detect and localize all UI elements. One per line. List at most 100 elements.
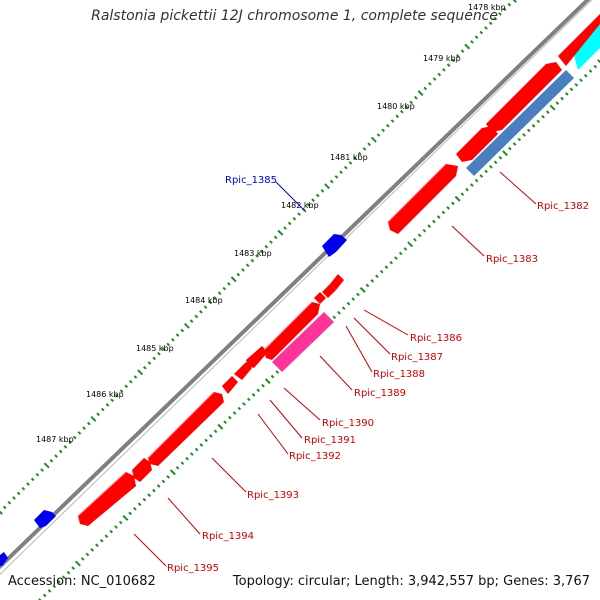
- tick-mark: [479, 174, 484, 178]
- tick-mark: [166, 342, 171, 347]
- gene-label[interactable]: Rpic_1388: [373, 369, 425, 380]
- tick-mark: [232, 411, 237, 415]
- tick-mark: [40, 468, 44, 472]
- gene-label[interactable]: Rpic_1394: [202, 531, 254, 542]
- tick-mark: [432, 77, 437, 81]
- gene-arrow-rpic-1383[interactable]: [388, 164, 458, 234]
- gene-block-pink[interactable]: [272, 312, 334, 372]
- tick-mark: [588, 69, 593, 73]
- label-leaders: [133, 171, 537, 567]
- gene-label[interactable]: Rpic_1391: [304, 435, 356, 446]
- gene-arrow-rpic-1386[interactable]: [330, 274, 344, 290]
- tick-mark: [250, 258, 255, 263]
- tick-mark: [441, 210, 446, 215]
- gene-highlight: [263, 301, 313, 351]
- tick-mark: [77, 431, 82, 435]
- gene-arrow-rpic-1394[interactable]: [132, 458, 152, 482]
- gene-arrow-red[interactable]: [486, 62, 562, 132]
- tick-mark: [58, 449, 63, 454]
- tick-mark: [118, 520, 123, 525]
- tick-mark: [166, 475, 170, 479]
- gene-label[interactable]: Rpic_1395: [167, 563, 219, 574]
- tick-mark: [124, 384, 128, 389]
- tick-mark: [114, 525, 118, 529]
- gene-label[interactable]: Rpic_1393: [247, 490, 299, 501]
- gene-arrow-rpic-1390[interactable]: [246, 346, 268, 368]
- tick-mark: [474, 35, 479, 40]
- tick-mark: [287, 221, 292, 226]
- kbp-label: 1480 kbp: [377, 102, 415, 111]
- gene-arrow-rpic-1393[interactable]: [148, 392, 224, 466]
- gene-label[interactable]: Rpic_1387: [391, 352, 443, 363]
- tick-mark: [264, 378, 271, 385]
- gene-arrow-rpic-1387[interactable]: [322, 284, 336, 298]
- tick-mark: [80, 557, 85, 561]
- gene-label[interactable]: Rpic_1383: [486, 254, 538, 265]
- tick-mark: [175, 465, 180, 470]
- tick-mark: [230, 276, 237, 283]
- tick-mark: [137, 502, 142, 507]
- tick-mark: [474, 178, 479, 183]
- gene-highlight: [147, 391, 215, 459]
- gene-arrow-red[interactable]: [558, 14, 600, 66]
- tick-mark: [190, 452, 194, 456]
- tick-mark: [351, 297, 356, 301]
- gene-arrow-blue-edge[interactable]: [0, 552, 8, 566]
- tick-mark: [54, 454, 58, 458]
- tick-mark: [133, 375, 138, 379]
- tick-mark: [446, 206, 450, 210]
- tick-mark: [236, 272, 241, 277]
- tick-mark: [95, 543, 99, 548]
- gene-arrow-rpic-1391[interactable]: [234, 362, 252, 380]
- gene-label[interactable]: Rpic_1382: [537, 201, 589, 212]
- gene-arrow-rpic-1392[interactable]: [222, 376, 238, 394]
- gene-label[interactable]: Rpic_1385: [225, 175, 277, 186]
- gene-block-rpic-1382[interactable]: [466, 70, 574, 176]
- tick-mark: [488, 164, 493, 169]
- tick-mark: [161, 479, 166, 484]
- kbp-labels: 1478 kbp 1479 kbp 1480 kbp 1481 kbp 1482…: [36, 3, 506, 444]
- tick-mark: [227, 282, 231, 286]
- tick-mark: [384, 265, 389, 270]
- tick-mark: [52, 584, 57, 589]
- chromosome-backbone-shadow: [0, 0, 593, 575]
- tick-mark: [353, 156, 357, 161]
- tick-mark: [348, 161, 353, 165]
- gene-label[interactable]: Rpic_1392: [289, 451, 341, 462]
- tick-mark: [283, 226, 287, 230]
- tick-mark: [277, 229, 284, 236]
- tick-mark: [413, 237, 417, 242]
- tick-mark: [0, 510, 3, 515]
- gene-arrow-rpic-1395[interactable]: [78, 472, 136, 526]
- tick-mark: [228, 415, 232, 420]
- tick-mark: [242, 402, 246, 406]
- tick-mark: [367, 142, 371, 147]
- gene-arrow-rpic-1385[interactable]: [322, 234, 347, 257]
- kbp-label: 1485 kbp: [136, 344, 174, 353]
- tick-mark: [204, 438, 208, 443]
- accession-text: Accession: NC_010682: [8, 574, 156, 589]
- tick-mark: [251, 392, 256, 397]
- kbp-label: 1484 kbp: [185, 296, 223, 305]
- tick-mark: [357, 151, 362, 156]
- tick-mark: [100, 407, 105, 412]
- tick-mark: [38, 598, 42, 600]
- tick-mark: [237, 406, 242, 411]
- kbp-label: 1478 kbp: [468, 3, 506, 12]
- gene-arrow-rpic-1389[interactable]: [264, 302, 320, 360]
- gene-label[interactable]: Rpic_1386: [410, 333, 462, 344]
- tick-mark: [389, 260, 394, 265]
- tick-mark: [400, 109, 404, 114]
- gene-label[interactable]: Rpic_1390: [322, 418, 374, 429]
- tick-mark: [96, 412, 100, 417]
- gene-label[interactable]: Rpic_1389: [354, 388, 406, 399]
- gene-arrow-blue[interactable]: [34, 510, 56, 528]
- tick-mark: [223, 420, 227, 425]
- gene-arrow-red[interactable]: [456, 126, 498, 162]
- gene-arrow-rpic-1388[interactable]: [314, 292, 326, 304]
- tick-mark: [460, 192, 465, 197]
- tick-mark: [493, 160, 498, 165]
- tick-mark: [359, 286, 366, 293]
- tick-mark: [185, 456, 189, 461]
- tick-mark: [157, 351, 161, 356]
